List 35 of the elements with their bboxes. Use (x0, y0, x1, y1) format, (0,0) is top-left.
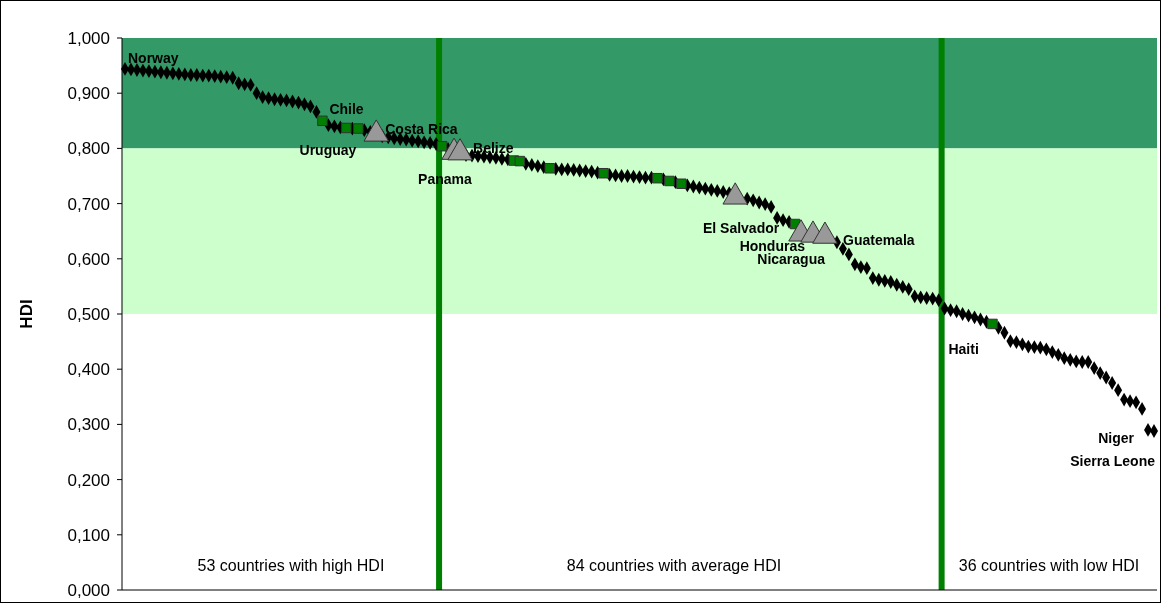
y-tick-label: 0,200 (67, 470, 110, 490)
point (544, 163, 555, 174)
point (436, 140, 448, 152)
y-tick-label: 0,900 (67, 84, 110, 104)
point (652, 172, 663, 184)
annotation: 84 countries with average HDI (566, 557, 782, 574)
y-tick-label: 0,300 (67, 415, 110, 435)
y-tick-label: 0,600 (67, 249, 110, 269)
annotation: Sierra Leone (1070, 453, 1156, 469)
point (317, 115, 328, 127)
annotation: Norway (127, 49, 179, 66)
point (664, 175, 675, 187)
annotation: Haiti (948, 340, 979, 357)
point (598, 168, 609, 179)
point (341, 122, 352, 134)
y-tick-label: 0,700 (67, 194, 110, 214)
annotation: El Salvador (702, 219, 780, 236)
annotation: Chile (329, 100, 364, 117)
y-tick-label: 0,400 (67, 360, 110, 380)
point (514, 155, 526, 167)
annotation: Guatemala (843, 232, 915, 248)
annotation: Honduras (739, 238, 806, 254)
y-tick-label: 0,100 (67, 525, 110, 545)
y-tick-label: 0,800 (67, 139, 110, 159)
annotation: 53 countries with high HDI (197, 557, 385, 574)
y-tick-label: 0,500 (67, 304, 110, 324)
annotation: Niger (1098, 430, 1135, 446)
annotation: 36 countries with low HDI (958, 557, 1140, 574)
point (353, 123, 364, 134)
point (987, 318, 998, 330)
y-tick-label: 1,000 (67, 28, 110, 48)
y-axis-title: HDI (17, 299, 36, 329)
annotation: Nicaragua (757, 251, 826, 267)
y-tick-label: 0,000 (67, 580, 110, 600)
point (676, 178, 687, 189)
